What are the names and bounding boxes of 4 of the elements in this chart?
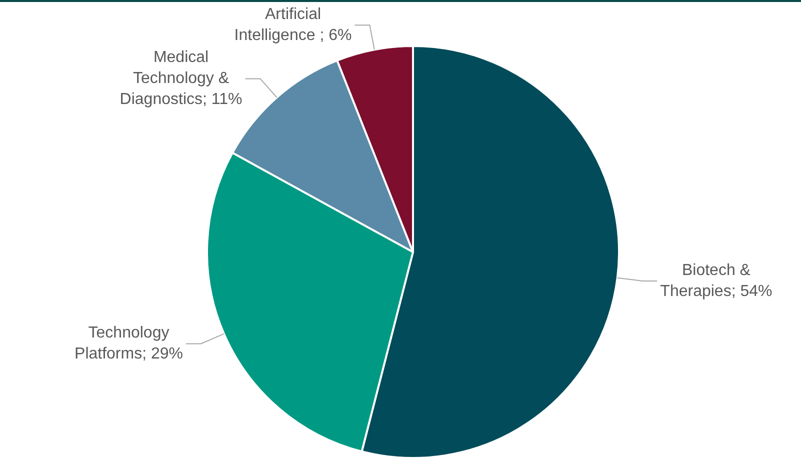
slice-label: Technology Platforms; 29%	[74, 324, 183, 363]
slice-label: Artificial Intelligence ; 6%	[234, 6, 352, 44]
slice-label: Biotech & Therapies; 54%	[660, 262, 772, 300]
slice-label: Medical Technology & Diagnostics; 11%	[120, 49, 242, 108]
